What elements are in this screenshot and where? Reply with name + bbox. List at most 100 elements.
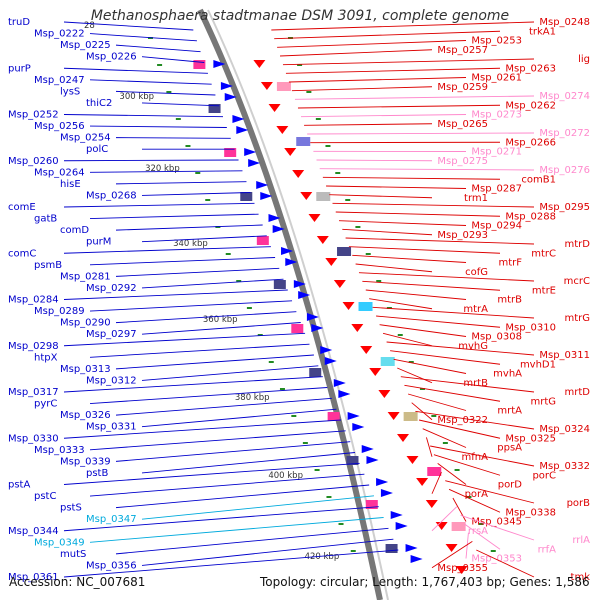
gene-leader-line: [115, 137, 231, 139]
gene-leader-line: [335, 211, 501, 217]
gene-label: mfnA: [462, 452, 489, 463]
gene-leader-line: [63, 67, 208, 74]
gene-leader-line: [141, 495, 374, 520]
gene-leader-line: [63, 549, 399, 578]
gene-label: tmk: [571, 572, 591, 583]
map-title: Methanosphaera stadtmanae DSM 3091, comp…: [90, 8, 510, 24]
plus-strand-arrow: [293, 280, 306, 288]
gene-leader-line: [89, 343, 310, 358]
gene-label: Msp_0338: [505, 507, 556, 518]
gene-label: Msp_0311: [539, 350, 590, 361]
gene-leader-line: [141, 408, 337, 428]
gene-leader-line: [452, 497, 467, 522]
gene-leader-line: [89, 517, 384, 543]
plus-strand-arrow: [298, 291, 311, 299]
gene-leader-line: [141, 452, 356, 474]
plus-strand-arrow: [256, 181, 269, 189]
minus-strand-arrow: [300, 192, 313, 200]
gene-label: thiC2: [86, 98, 112, 109]
gene-label: lysS: [60, 86, 80, 97]
plus-strand-arrow: [285, 258, 298, 266]
gene-label: Msp_0310: [505, 322, 556, 333]
plus-strand-arrow: [236, 126, 249, 134]
gene-label: Msp_0281: [60, 271, 111, 282]
gene-label: mrtB: [463, 378, 488, 389]
gene-label: mvhD1: [520, 359, 556, 370]
feature-block: [291, 324, 304, 333]
gene-label: Msp_0361: [8, 572, 59, 583]
gene-label: trm1: [464, 193, 488, 204]
gene-label: Msp_0247: [34, 75, 85, 86]
gene-label: Msp_0325: [505, 433, 556, 444]
gene-leader-line: [115, 484, 370, 509]
gene-leader-line: [430, 445, 535, 467]
gene-leader-line: [386, 341, 535, 356]
feature-block: [256, 236, 269, 245]
gene-label: Msp_0273: [471, 110, 522, 121]
gene-leader-line: [141, 538, 394, 566]
gene-leader-line: [63, 376, 323, 393]
gene-label: mrtD: [565, 387, 591, 398]
feature-block: [193, 60, 206, 69]
gene-leader-line: [338, 220, 467, 226]
gene-leader-line: [362, 280, 501, 291]
gene-leader-line: [89, 473, 365, 497]
minus-strand-arrow: [316, 236, 329, 244]
gene-label: mtrC: [531, 248, 556, 259]
gene-label: mtrE: [532, 285, 556, 296]
feature-block: [337, 247, 352, 256]
minus-strand-arrow: [333, 280, 346, 288]
minus-strand-arrow: [284, 148, 297, 156]
feature-block: [346, 456, 359, 465]
gene-label: Msp_0287: [471, 184, 522, 195]
gene-leader-line: [342, 228, 433, 236]
gene-leader-line: [291, 86, 433, 92]
accession-text: Accession: NC_007681: [9, 575, 146, 589]
gene-label: comC: [8, 248, 36, 259]
gene-leader-line: [431, 471, 442, 494]
topology-text: Topology: circular; Length: 1,767,403 bp…: [260, 575, 590, 589]
plus-strand-arrow: [338, 390, 351, 398]
gene-leader-line: [89, 257, 276, 266]
gene-label: mtrD: [565, 239, 591, 250]
gene-leader-line: [304, 123, 433, 126]
feature-block: [273, 280, 286, 289]
gene-label: Msp_0288: [505, 211, 556, 222]
minus-strand-arrow: [397, 434, 410, 442]
gene-leader-line: [326, 185, 467, 189]
gene-label: Msp_0290: [60, 318, 111, 329]
minus-strand-arrow: [308, 214, 321, 222]
minus-strand-arrow: [342, 302, 355, 310]
plus-strand-arrow: [324, 357, 337, 365]
gene-leader-line: [411, 402, 433, 421]
feature-block: [296, 137, 311, 146]
gene-label: Msp_0226: [86, 52, 137, 63]
gene-leader-line: [277, 40, 467, 48]
minus-strand-arrow: [360, 346, 373, 354]
gene-label: Msp_0248: [539, 17, 590, 28]
kbp-tick-label: 340 kbp: [173, 239, 208, 249]
plus-strand-arrow: [268, 214, 281, 222]
gene-leader-line: [115, 90, 216, 96]
plus-strand-arrow: [213, 60, 226, 68]
gene-label: Msp_0347: [86, 514, 137, 525]
gene-label: mutS: [60, 549, 86, 560]
gene-leader-line: [285, 67, 501, 74]
gene-leader-line: [63, 202, 255, 208]
gene-leader-line: [365, 289, 467, 300]
gene-label: Msp_0324: [539, 424, 590, 435]
kbp-tick-label: 420 kbp: [305, 552, 340, 562]
feature-block: [380, 357, 395, 366]
gene-leader-line: [329, 194, 433, 199]
gene-leader-line: [316, 159, 433, 162]
gene-label: mrtG: [530, 396, 556, 407]
gene-leader-line: [345, 237, 535, 245]
plus-strand-arrow: [220, 82, 233, 90]
gene-leader-line: [115, 224, 263, 231]
minus-strand-arrow: [351, 324, 364, 332]
gene-label: pstB: [86, 468, 108, 479]
plus-strand-arrow: [352, 423, 365, 431]
gene-label: Msp_0268: [86, 190, 137, 201]
feature-block: [327, 412, 340, 421]
gene-leader-line: [115, 397, 332, 416]
